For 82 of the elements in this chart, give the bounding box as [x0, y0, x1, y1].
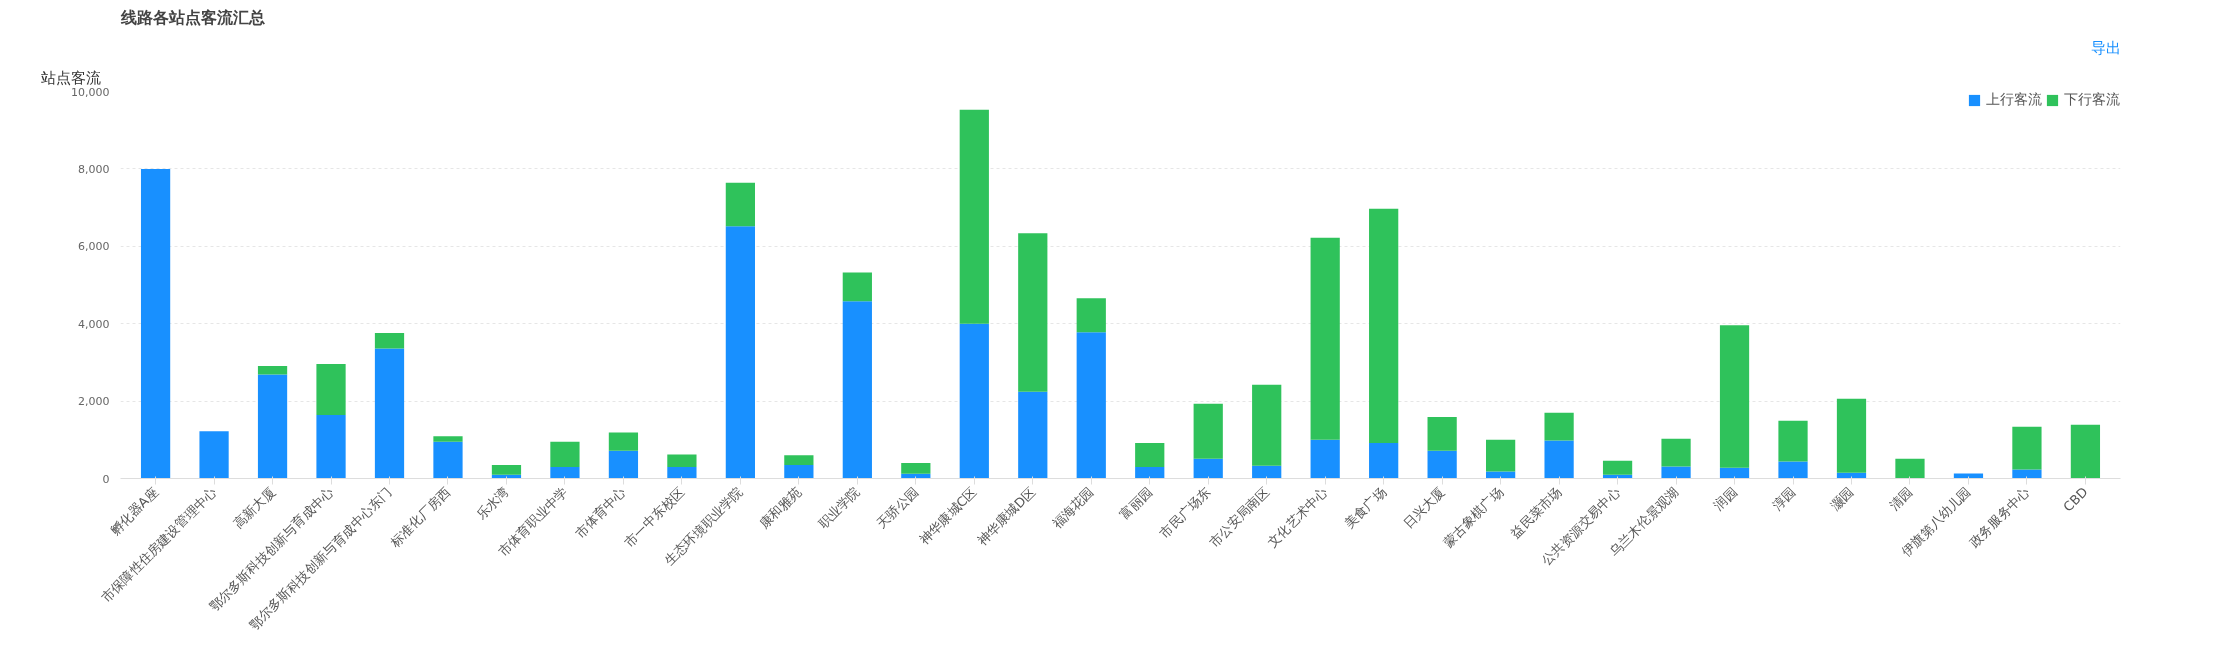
- bar: [1369, 208, 1399, 443]
- bar: [901, 463, 931, 474]
- bar: [1076, 298, 1106, 333]
- bar: [608, 450, 639, 479]
- bar: [550, 441, 580, 467]
- bar: [608, 432, 639, 451]
- x-tick-label: 福海花园: [1049, 484, 1097, 532]
- x-tick-label: 日兴大厦: [1400, 484, 1448, 532]
- bar: [1778, 461, 1808, 479]
- bar: [667, 466, 697, 479]
- x-tick-label: 清园: [1886, 484, 1916, 514]
- bar: [257, 374, 288, 479]
- bar: [725, 182, 755, 227]
- bar: [1895, 458, 1925, 479]
- bar: [1018, 391, 1048, 479]
- bar: [1310, 439, 1340, 479]
- bar: [2012, 469, 2042, 479]
- bar: [491, 464, 522, 475]
- bar: [725, 226, 755, 479]
- bar: [140, 168, 171, 479]
- bar: [2070, 424, 2101, 479]
- bar: [316, 415, 346, 479]
- legend-label: 上行客流: [1986, 91, 2042, 109]
- bar: [1953, 473, 1984, 479]
- bar: [257, 365, 288, 375]
- bar: [1369, 442, 1399, 479]
- bar: [1310, 237, 1340, 440]
- bar: [1544, 412, 1574, 441]
- bar: [1193, 403, 1223, 459]
- bar: [1778, 420, 1808, 462]
- y-tick-label: 8,000: [78, 162, 110, 176]
- legend-label: 下行客流: [2064, 91, 2120, 109]
- bar: [1252, 465, 1282, 479]
- bar: [1486, 439, 1516, 472]
- bar: [1427, 450, 1457, 479]
- bar: [1719, 467, 1750, 479]
- chart-title: 线路各站点客流汇总: [119, 7, 265, 27]
- bar: [1719, 325, 1750, 468]
- bar: [959, 109, 989, 324]
- bar: [550, 466, 580, 479]
- bar: [1661, 466, 1691, 479]
- x-tick-label: 美食广场: [1341, 484, 1389, 532]
- bar: [1018, 233, 1048, 392]
- x-tick-label: 高新大厦: [230, 484, 278, 532]
- x-tick-label: 润园: [1710, 484, 1740, 514]
- x-tick-label: 康和雅苑: [756, 484, 805, 532]
- bar: [959, 323, 989, 479]
- bar: [374, 348, 405, 479]
- bar: [1602, 460, 1633, 475]
- y-tick-label: 10,000: [71, 85, 110, 99]
- x-tick-label: 灏园: [1827, 484, 1857, 514]
- y-tick-label: 2,000: [78, 395, 110, 409]
- bar: [199, 431, 229, 479]
- text: 导出: [2090, 38, 2121, 57]
- x-tick-label: 职业学院: [815, 484, 863, 532]
- bar: [374, 332, 405, 349]
- bar: [1427, 416, 1457, 451]
- bar: [842, 272, 872, 302]
- bar: [1193, 458, 1223, 479]
- bar: [1661, 438, 1691, 467]
- y-tick-label: 0: [102, 472, 110, 486]
- y-tick-label: 4,000: [78, 317, 110, 331]
- bar: [2012, 426, 2042, 470]
- y-tick-label: 6,000: [78, 240, 110, 254]
- bar: [1135, 442, 1165, 467]
- bar: [784, 464, 814, 479]
- bar: [1252, 384, 1282, 466]
- bar: [1076, 332, 1106, 479]
- x-tick-label: 淳园: [1769, 484, 1799, 514]
- bar: [433, 436, 463, 442]
- x-tick-label: 天骄公园: [873, 484, 922, 532]
- bar: [1544, 440, 1574, 479]
- bar: [784, 455, 814, 465]
- bar: [667, 454, 697, 467]
- y-axis-title: 站点客流: [40, 68, 101, 87]
- x-tick-label: 乐水湾: [473, 484, 512, 523]
- bar: [1836, 398, 1867, 473]
- bar: [1135, 466, 1165, 479]
- bar: [842, 301, 872, 479]
- bar: [433, 441, 463, 479]
- bar: [316, 363, 346, 416]
- x-tick-label: 富丽园: [1116, 484, 1156, 523]
